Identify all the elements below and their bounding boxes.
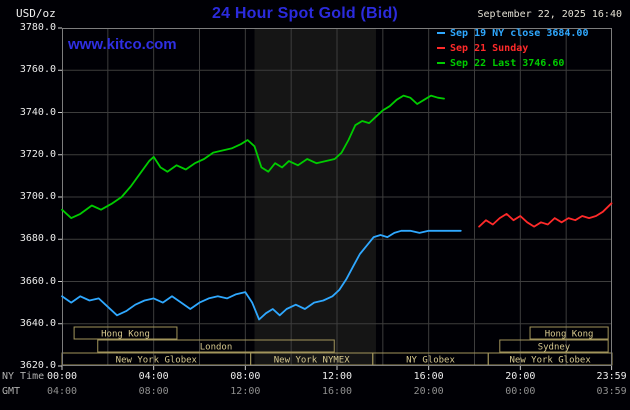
x-axis-gmt-tick-label: 04:00 [46, 386, 78, 397]
price-line [478, 202, 613, 228]
x-axis-ny-tick-label: 04:00 [138, 371, 169, 382]
session-label: Sydney [538, 343, 571, 353]
session-label: London [200, 343, 233, 353]
legend-label: Sep 22 Last 3746.60 [450, 58, 565, 69]
y-axis-tick-label: 3720.0 [19, 148, 56, 160]
legend-dash-icon [437, 62, 445, 64]
plot-area: Hong Kong Hong Kong London Sydney New York G… [58, 27, 613, 370]
y-axis-tick-label: 3640.0 [19, 317, 56, 329]
session-label: Hong Kong [101, 330, 150, 340]
x-axis-gmt-tick-label: 12:00 [230, 386, 261, 397]
legend-label: Sep 19 NY close 3684.00 [450, 28, 589, 39]
plot-border [62, 28, 612, 366]
session-label: New York NYMEX [274, 356, 350, 366]
y-axis-tick-label: 3660.0 [19, 275, 56, 287]
y-axis-tick-label: 3700.0 [19, 191, 56, 202]
x-axis-ny-tick-label: 23:59 [596, 371, 627, 382]
legend: Sep 19 NY close 3684.00 Sep 21 Sunday Se… [437, 26, 588, 71]
x-axis-gmt-tick-label: 00:00 [505, 386, 536, 397]
y-axis-tick-label: 3780.0 [19, 22, 56, 33]
y-axis-units-label: USD/oz [16, 7, 56, 20]
y-axis-tick-label: 3680.0 [19, 233, 56, 245]
legend-dash-icon [437, 32, 445, 34]
legend-dash-icon [437, 47, 445, 49]
session-box [73, 326, 178, 340]
chart-canvas: Hong Kong Hong Kong London Sydney New York G… [58, 27, 613, 370]
legend-item-sep19: Sep 19 NY close 3684.00 [437, 26, 588, 41]
session-label: Hong Kong [545, 330, 594, 340]
price-line [61, 229, 462, 321]
chart-title: 24 Hour Spot Gold (Bid) [212, 5, 398, 22]
legend-item-sep21: Sep 21 Sunday [437, 41, 588, 56]
x-axis-gmt-tick-label: 03:59 [596, 386, 627, 397]
session-label: New York Globex [509, 356, 591, 366]
y-axis-tick-label: 3760.0 [19, 64, 56, 76]
x-axis-ny-tick-label: 00:00 [46, 371, 78, 382]
x-axis-nytime-caption: NY Time [2, 371, 45, 382]
x-axis-ny-tick-label: 16:00 [413, 371, 444, 382]
x-axis-gmt-tick-label: 16:00 [321, 386, 353, 397]
x-axis-ny-tick-label: 12:00 [321, 371, 353, 382]
x-axis-gmt-tick-label: 08:00 [138, 386, 169, 397]
legend-item-sep22: Sep 22 Last 3746.60 [437, 56, 588, 71]
session-label: New York Globex [116, 356, 198, 366]
kitco-website-link[interactable]: www.kitco.com [68, 36, 177, 53]
session-box [97, 339, 335, 353]
x-axis-gmt-caption: GMT [2, 386, 21, 397]
session-box [499, 339, 609, 353]
session-box [529, 326, 609, 340]
y-axis-tick-label: 3620.0 [19, 360, 56, 371]
chart-datetime: September 22, 2025 16:40 [477, 9, 623, 20]
legend-label: Sep 21 Sunday [450, 43, 529, 54]
x-axis-gmt-tick-label: 20:00 [413, 386, 444, 397]
y-axis-tick-label: 3740.0 [19, 106, 56, 118]
x-axis-ny-tick-label: 08:00 [230, 371, 261, 382]
price-line [61, 94, 445, 220]
x-axis-ny-tick-label: 20:00 [505, 371, 536, 382]
session-label: NY Globex [406, 356, 455, 366]
